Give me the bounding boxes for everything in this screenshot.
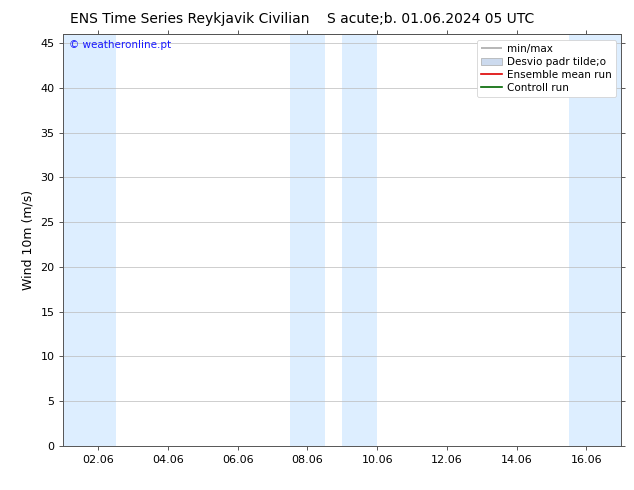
Legend: min/max, Desvio padr tilde;o, Ensemble mean run, Controll run: min/max, Desvio padr tilde;o, Ensemble m… xyxy=(477,40,616,97)
Bar xyxy=(342,34,377,446)
Bar xyxy=(569,34,621,446)
Text: S acute;b. 01.06.2024 05 UTC: S acute;b. 01.06.2024 05 UTC xyxy=(328,12,534,26)
Text: ENS Time Series Reykjavik Civilian: ENS Time Series Reykjavik Civilian xyxy=(70,12,310,26)
Text: © weatheronline.pt: © weatheronline.pt xyxy=(69,41,171,50)
Bar xyxy=(63,34,115,446)
Y-axis label: Wind 10m (m/s): Wind 10m (m/s) xyxy=(22,190,35,290)
Bar xyxy=(290,34,325,446)
